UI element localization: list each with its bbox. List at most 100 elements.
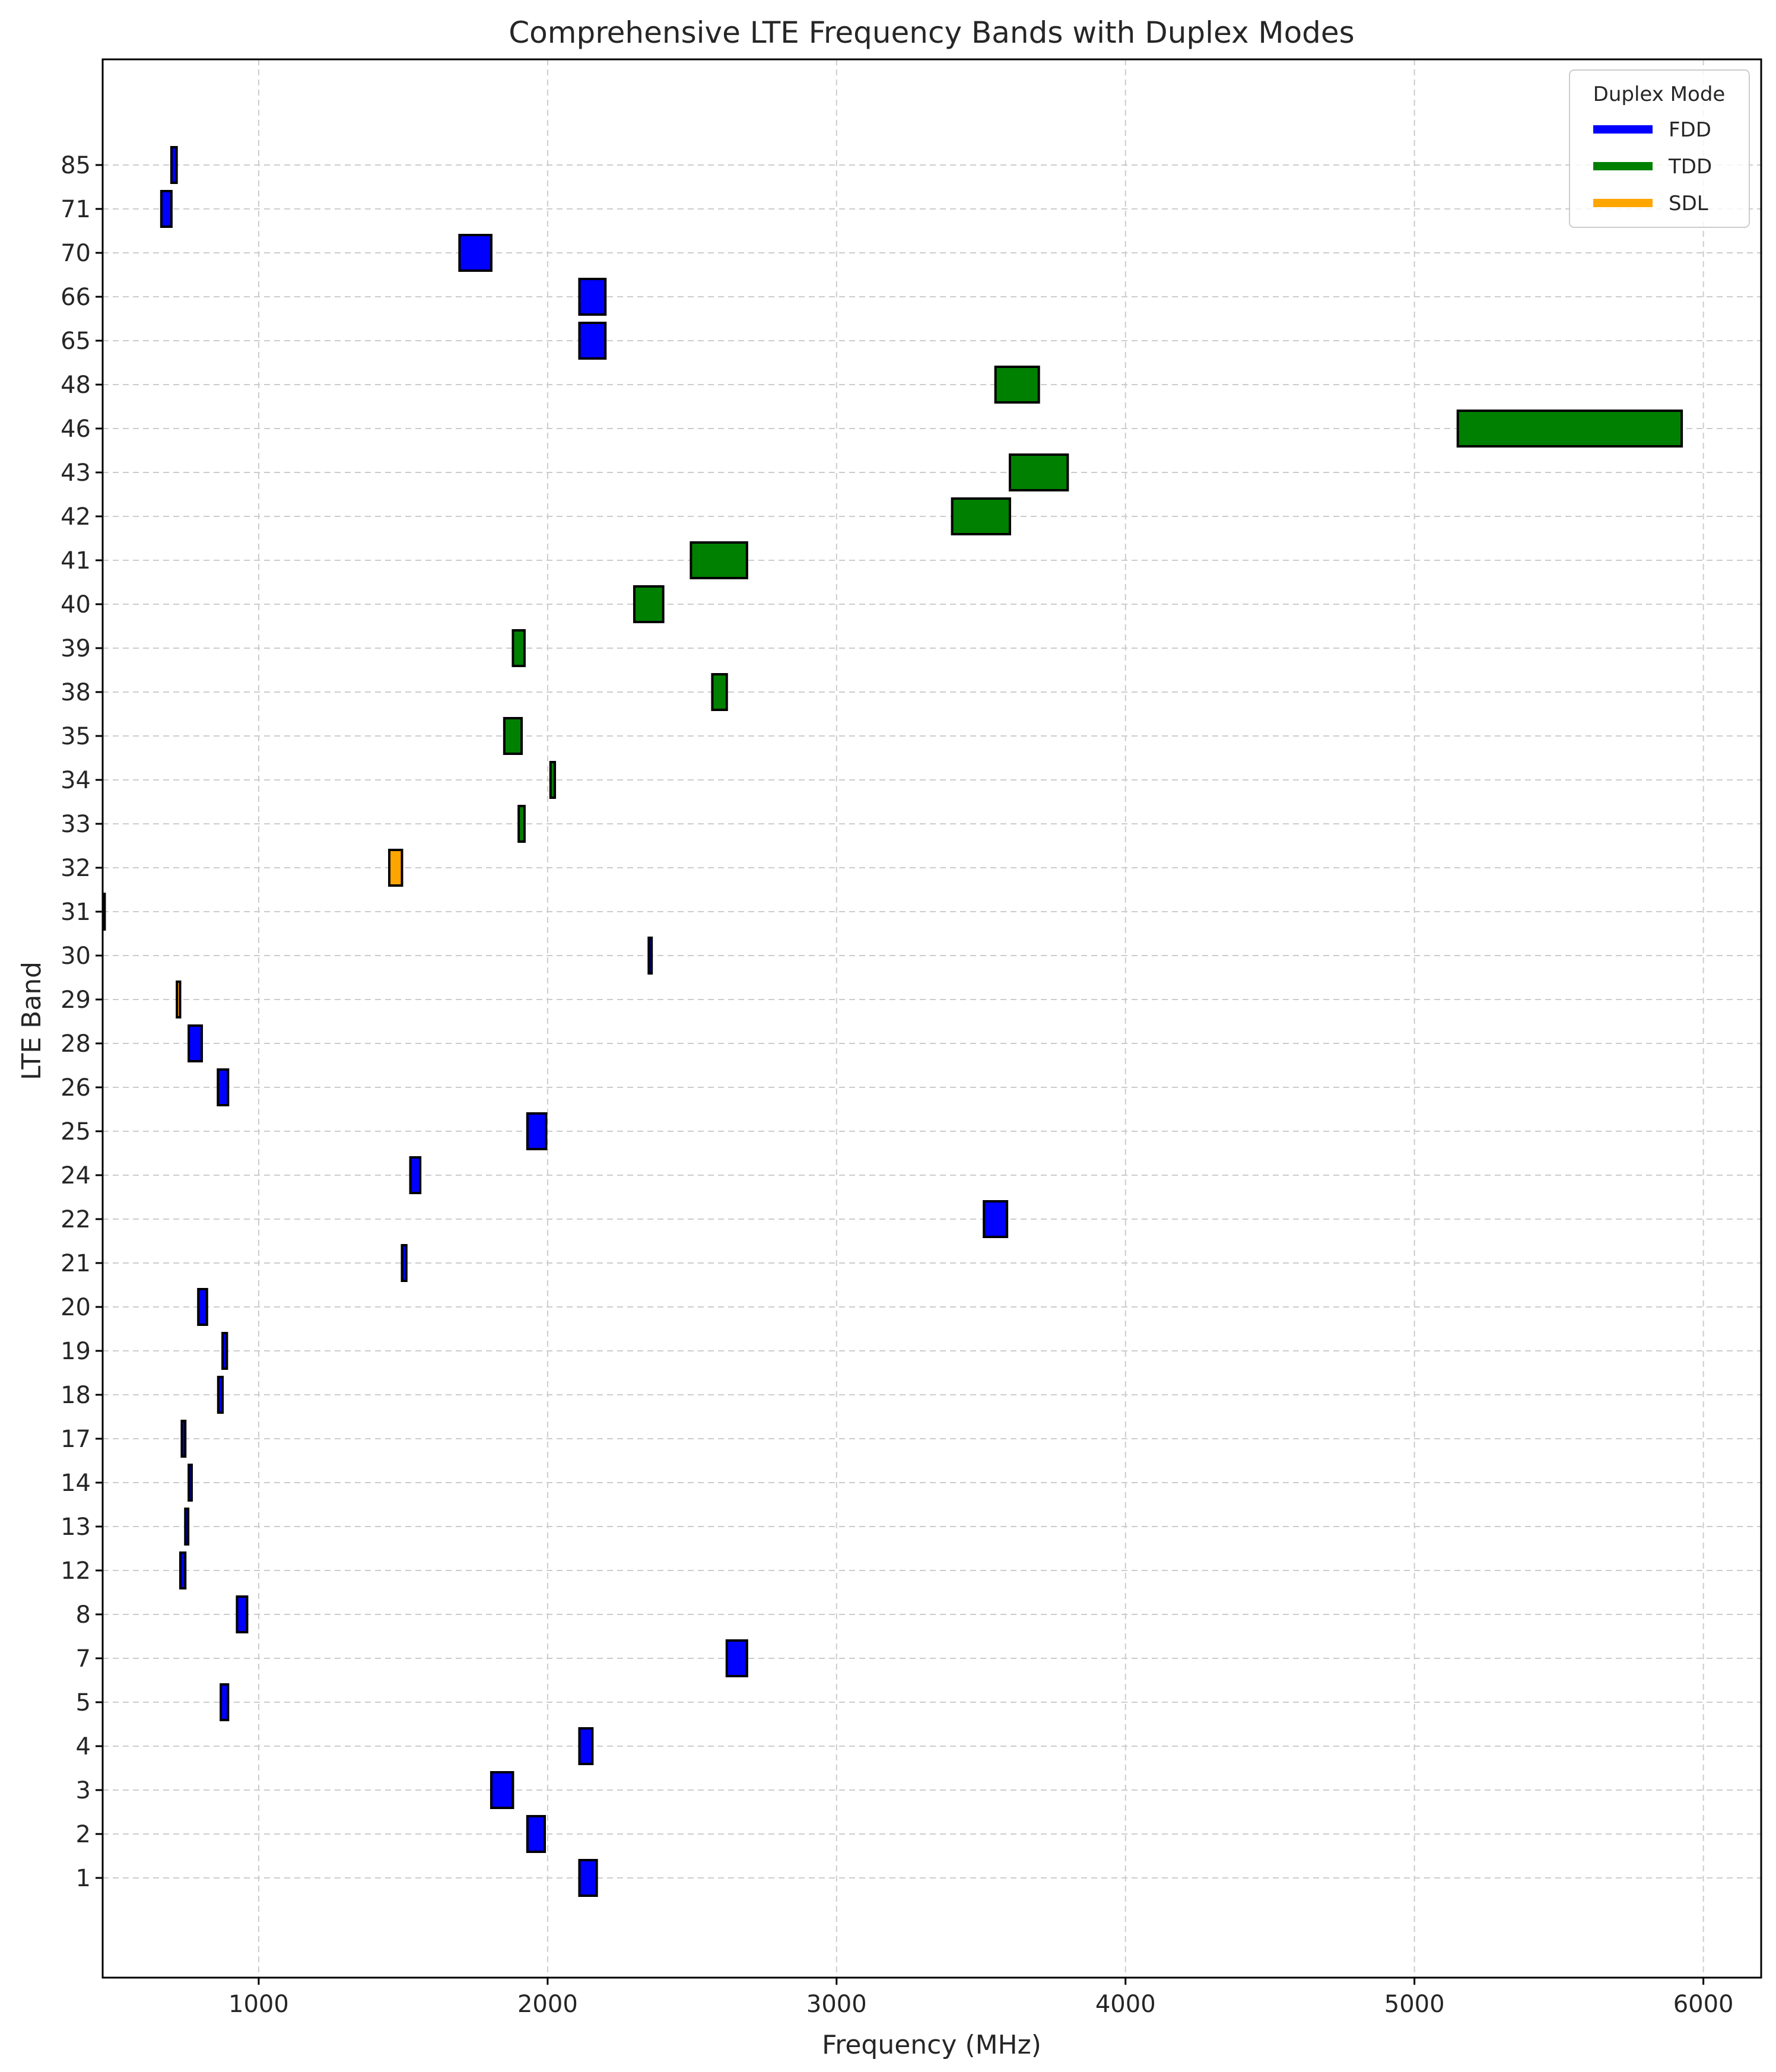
y-gridlines: [103, 164, 1761, 1879]
band-38-bar: [711, 673, 728, 711]
y-tick-label: 20: [61, 1294, 91, 1321]
band-8-bar: [236, 1595, 249, 1633]
band-71-bar: [160, 190, 173, 228]
y-tick-label: 31: [61, 899, 91, 926]
band-46-bar: [1456, 410, 1683, 448]
y-tick-label: 17: [61, 1426, 91, 1453]
y-tick-label: 48: [61, 372, 91, 399]
y-tick-label: 43: [61, 459, 91, 487]
legend-box: [1569, 69, 1750, 228]
band-66-bar: [578, 278, 607, 316]
band-19-bar: [221, 1332, 228, 1370]
y-tick-label: 34: [61, 767, 91, 794]
y-tick-label: 35: [61, 723, 91, 750]
y-tick-label: 32: [61, 855, 91, 882]
legend-label-sdl: SDL: [1669, 192, 1708, 215]
x-tick-label: 3000: [806, 1991, 867, 2018]
x-tick-label: 1000: [228, 1991, 289, 2018]
band-25-bar: [526, 1112, 548, 1150]
band-34-bar: [549, 761, 557, 799]
x-axis-label: Frequency (MHz): [822, 2030, 1041, 2060]
band-14-bar: [188, 1464, 193, 1502]
band-17-bar: [180, 1420, 187, 1458]
x-tick-label: 6000: [1673, 1991, 1734, 2018]
band-29-bar: [176, 981, 182, 1018]
y-tick-label: 12: [61, 1557, 91, 1585]
y-tick-label: 13: [61, 1513, 91, 1541]
band-32-bar: [388, 849, 404, 887]
band-30-bar: [647, 937, 653, 975]
y-tick-label: 21: [61, 1250, 91, 1277]
band-48-bar: [994, 366, 1040, 404]
plot-frame: [101, 58, 1762, 1979]
y-tick-label: 66: [61, 284, 91, 311]
band-3-bar: [490, 1771, 514, 1809]
x-tick-label: 5000: [1384, 1991, 1445, 2018]
y-tick-label: 70: [61, 240, 91, 267]
legend-title: Duplex Mode: [1593, 83, 1726, 106]
y-tick-label: 24: [61, 1162, 91, 1189]
band-1-bar: [578, 1859, 598, 1897]
band-12-bar: [179, 1551, 187, 1589]
y-tick-label: 4: [76, 1733, 91, 1760]
y-tick-label: 22: [61, 1206, 91, 1233]
band-20-bar: [197, 1288, 208, 1326]
band-33-bar: [517, 805, 526, 843]
band-4-bar: [578, 1727, 594, 1765]
band-85-bar: [170, 146, 178, 184]
band-43-bar: [1008, 453, 1069, 491]
y-tick-label: 41: [61, 547, 91, 575]
band-2-bar: [526, 1815, 547, 1853]
band-26-bar: [217, 1068, 230, 1106]
y-axis-ticks: 1234578121314171819202122242526282930313…: [61, 152, 103, 1892]
y-tick-label: 14: [61, 1470, 91, 1497]
band-28-bar: [188, 1024, 204, 1062]
y-tick-label: 39: [61, 635, 91, 662]
y-tick-label: 8: [76, 1601, 91, 1629]
band-7-bar: [725, 1639, 748, 1677]
y-tick-label: 3: [76, 1777, 91, 1804]
y-tick-label: 85: [61, 152, 91, 179]
band-5-bar: [220, 1683, 230, 1721]
chart-title: Comprehensive LTE Frequency Bands with D…: [509, 15, 1354, 50]
band-42-bar: [951, 497, 1011, 535]
y-tick-label: 26: [61, 1074, 91, 1102]
y-tick-label: 33: [61, 811, 91, 838]
y-tick-label: 7: [76, 1645, 91, 1673]
band-40-bar: [633, 585, 665, 623]
band-24-bar: [409, 1156, 422, 1194]
axes: [101, 58, 1762, 1979]
band-35-bar: [503, 717, 523, 755]
band-22-bar: [983, 1200, 1009, 1238]
band-70-bar: [458, 234, 493, 272]
x-gridlines: [258, 59, 1704, 1978]
y-tick-label: 1: [76, 1865, 91, 1892]
x-tick-label: 4000: [1095, 1991, 1156, 2018]
x-axis-ticks: 1000 2000 3000 4000 5000 6000: [228, 1978, 1734, 2018]
y-tick-label: 18: [61, 1382, 91, 1409]
band-41-bar: [690, 541, 748, 579]
y-tick-label: 19: [61, 1338, 91, 1365]
y-tick-label: 40: [61, 591, 91, 618]
legend: Duplex Mode FDD TDD SDL: [1569, 69, 1750, 228]
band-bars: [101, 146, 1683, 1897]
y-tick-label: 28: [61, 1030, 91, 1058]
legend-entries: FDD TDD SDL: [1593, 118, 1712, 215]
band-13-bar: [184, 1508, 190, 1546]
band-65-bar: [578, 322, 607, 360]
y-axis-label: LTE Band: [17, 962, 47, 1080]
legend-label-fdd: FDD: [1669, 118, 1711, 142]
y-tick-label: 65: [61, 328, 91, 355]
y-tick-label: 29: [61, 986, 91, 1014]
band-39-bar: [511, 629, 526, 667]
legend-label-tdd: TDD: [1668, 155, 1712, 179]
x-tick-label: 2000: [517, 1991, 578, 2018]
band-21-bar: [401, 1244, 408, 1282]
y-tick-label: 71: [61, 196, 91, 223]
y-tick-label: 25: [61, 1118, 91, 1146]
band-18-bar: [217, 1376, 224, 1414]
y-tick-label: 38: [61, 679, 91, 706]
y-tick-label: 2: [76, 1821, 91, 1848]
y-tick-label: 5: [76, 1689, 91, 1716]
